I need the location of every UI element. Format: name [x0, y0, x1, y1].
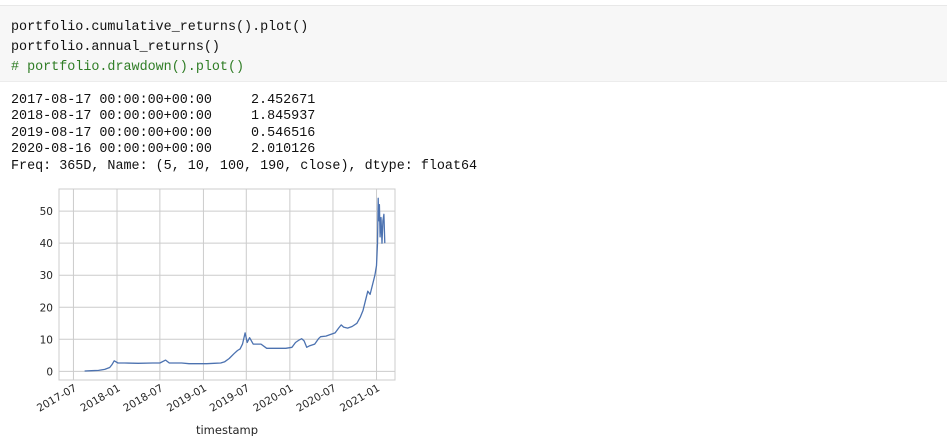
- y-axis: 0 10 20 30 40 50: [40, 206, 53, 378]
- output-value: 2.010126: [251, 142, 316, 158]
- output-value: 0.546516: [251, 125, 316, 141]
- output-date: 2020-08-16 00:00:00+00:00: [11, 142, 212, 158]
- x-tick-label: 2020-07: [294, 382, 338, 414]
- x-tick-label: 2019-01: [165, 382, 209, 414]
- cell-output: 2017-08-17 00:00:00+00:00 2.452671 2018-08…: [11, 93, 477, 175]
- y-tick-label: 10: [40, 334, 53, 346]
- output-value: 2.452671: [251, 93, 316, 108]
- y-tick-label: 40: [40, 238, 53, 250]
- output-row: 2019-08-17 00:00:00+00:00 0.546516: [11, 126, 477, 142]
- series-line-cumulative-returns: [84, 197, 386, 372]
- output-freq-line: Freq: 365D, Name: (5, 10, 100, 190, clos…: [11, 158, 478, 174]
- output-date: 2017-08-17 00:00:00+00:00: [11, 93, 212, 108]
- code-line-comment: # portfolio.drawdown().plot(): [11, 60, 245, 75]
- output-date: 2018-08-17 00:00:00+00:00: [11, 109, 212, 125]
- code-editor[interactable]: portfolio.cumulative_returns().plot() po…: [11, 18, 308, 78]
- x-tick-label: 2021-01: [338, 382, 382, 414]
- x-tick-label: 2017-07: [35, 382, 79, 414]
- code-line-1: portfolio.cumulative_returns().plot(): [11, 20, 309, 35]
- x-tick-label: 2019-07: [208, 382, 252, 414]
- code-input-area[interactable]: portfolio.cumulative_returns().plot() po…: [0, 5, 947, 82]
- output-date: 2019-08-17 00:00:00+00:00: [11, 125, 212, 141]
- output-row: 2017-08-17 00:00:00+00:00 2.452671: [11, 93, 477, 109]
- output-row: 2018-08-17 00:00:00+00:00 1.845937: [11, 109, 477, 125]
- output-row: 2020-08-16 00:00:00+00:00 2.010126: [11, 142, 477, 158]
- y-tick-label: 50: [40, 206, 53, 218]
- x-tick-label: 2018-01: [79, 382, 123, 414]
- plot-area: [58, 188, 396, 381]
- y-tick-label: 0: [46, 366, 53, 378]
- y-tick-label: 30: [40, 270, 53, 282]
- x-tick-label: 2020-01: [251, 382, 295, 414]
- code-line-2: portfolio.annual_returns(): [11, 40, 220, 55]
- x-tick-label: 2018-07: [121, 382, 165, 414]
- x-axis-label: timestamp: [196, 423, 258, 436]
- y-tick-label: 20: [40, 302, 53, 314]
- grid-lines: [59, 189, 395, 380]
- output-value: 1.845937: [251, 109, 316, 125]
